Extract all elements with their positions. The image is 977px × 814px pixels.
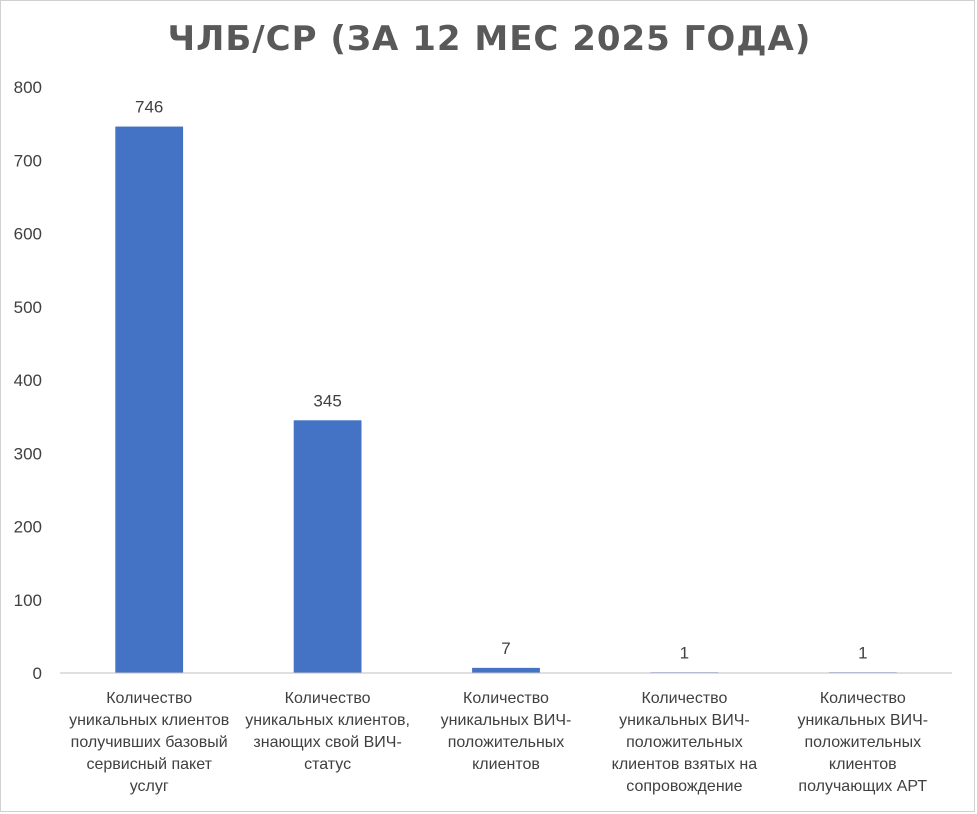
category-label-line: получающих АРТ [798,778,927,795]
y-tick-label: 0 [33,664,42,683]
category-label-line: уникальных ВИЧ- [797,712,928,729]
data-label: 1 [858,643,867,662]
category-label-line: уникальных ВИЧ- [441,712,572,729]
y-tick-label: 700 [14,151,42,170]
category-label-line: Количество [285,690,371,707]
y-tick-label: 100 [14,591,42,610]
category-label-line: получивших базовый [71,734,228,751]
bar [293,420,362,673]
category-label-line: статус [304,756,351,773]
category-label-line: положительных [448,734,565,751]
chart-title: ЧЛБ/СР (ЗА 12 МЕС 2025 ГОДА) [167,19,812,59]
category-label: Количество уникальных ВИЧ-положительных кл… [612,690,758,795]
category-label-line: Количество [106,690,192,707]
category-label-line: положительных [626,734,743,751]
category-label: Количество уникальных клиентов получивших … [69,690,229,795]
category-label-line: Количество [641,690,727,707]
y-tick-label: 400 [14,371,42,390]
category-label-line: уникальных ВИЧ- [619,712,750,729]
category-label-line: сервисный пакет [87,756,213,773]
bar [115,126,184,674]
category-label: Количество уникальных ВИЧ-положительных кл… [441,690,572,773]
data-label: 7 [501,639,510,658]
category-label-line: Количество [820,690,906,707]
category-label-line: клиентов [829,756,897,773]
category-label: Количество уникальных клиентов, знающих св… [245,690,410,773]
data-label: 1 [680,643,689,662]
category-label-line: клиентов взятых на [612,756,758,773]
category-label-line: уникальных клиентов, [245,712,410,729]
y-tick-label: 800 [14,78,42,97]
data-label: 746 [135,98,163,117]
category-label-line: клиентов [472,756,540,773]
category-label-line: сопровождение [626,778,742,795]
category-label-line: положительных [804,734,921,751]
bar [472,667,540,673]
y-tick-label: 500 [14,298,42,317]
y-tick-label: 300 [14,444,42,463]
y-tick-label: 600 [14,225,42,244]
category-label-line: уникальных клиентов [69,712,229,729]
category-label-line: услуг [130,778,169,795]
data-label: 345 [313,391,341,410]
y-tick-label: 200 [14,518,42,537]
category-label-line: Количество [463,690,549,707]
category-label-line: знающих свой ВИЧ- [253,734,401,751]
category-label: Количество уникальных ВИЧ-положительных кл… [797,690,928,795]
